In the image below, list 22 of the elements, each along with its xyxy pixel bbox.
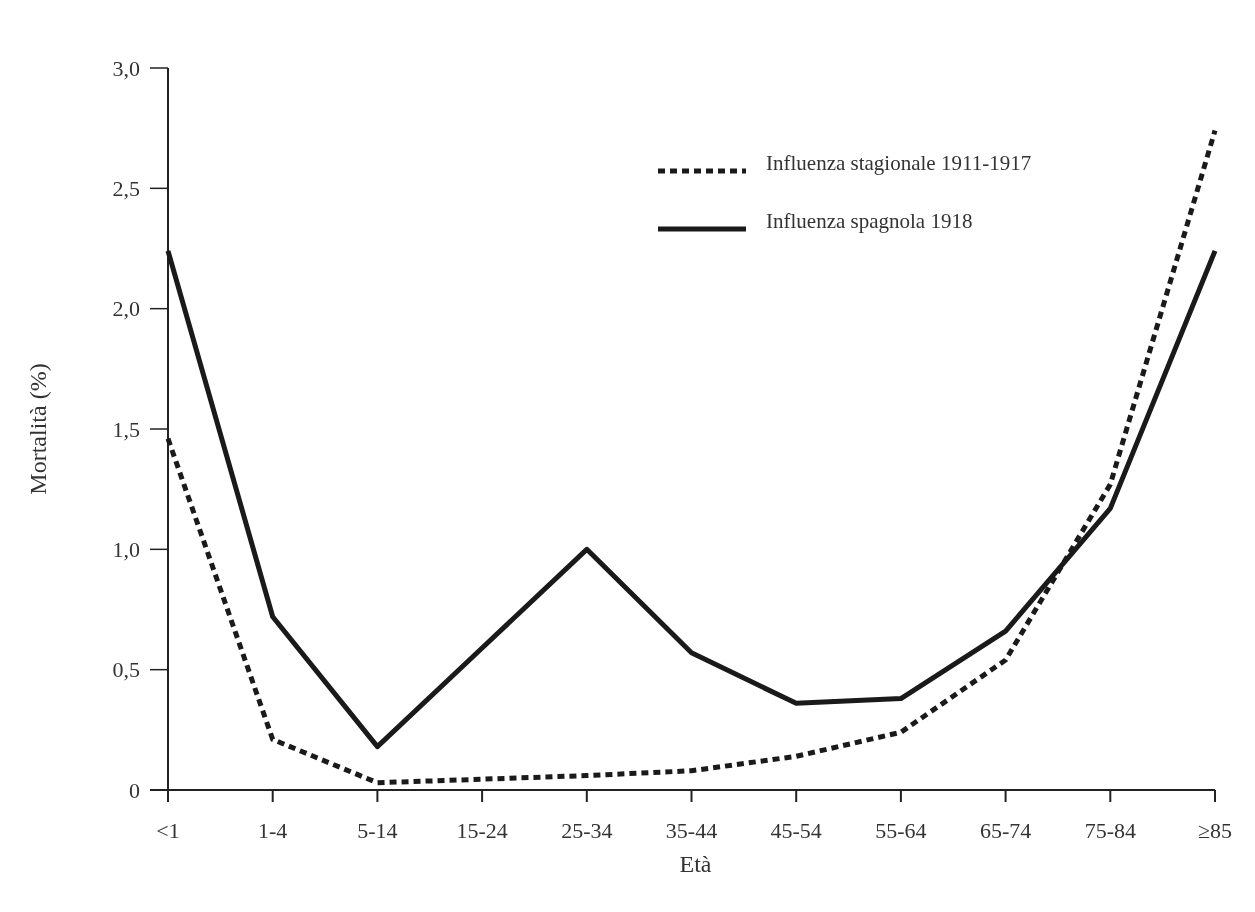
legend-label: Influenza stagionale 1911-1917 [766,151,1032,176]
x-tick-label: 35-44 [665,818,718,843]
x-tick-label: 45-54 [770,818,822,843]
y-axis-title: Mortalità (%) [25,363,51,495]
y-tick-label: 1,5 [112,416,140,442]
y-tick-label: 3,0 [112,55,140,81]
legend-label: Influenza spagnola 1918 [766,209,973,234]
y-tick-label: 2,0 [112,296,140,322]
x-tick-label: 75-84 [1084,818,1136,843]
x-tick-label: ≥85 [1197,818,1233,843]
x-tick-label: 5-14 [357,818,398,843]
x-tick-label: <1 [156,818,180,843]
x-tick-label: 1-4 [258,818,288,843]
y-tick-label: 2,5 [112,176,140,202]
x-tick-label: 15-24 [456,818,508,843]
x-tick-label: 25-34 [561,818,613,843]
y-tick-label: 1,0 [112,537,140,563]
y-tick-label: 0,5 [112,657,140,683]
x-axis-title: Età [679,851,712,877]
y-tick-label: 0 [129,777,140,803]
x-tick-label: 65-74 [979,818,1032,843]
x-tick-label: 55-64 [875,818,927,843]
